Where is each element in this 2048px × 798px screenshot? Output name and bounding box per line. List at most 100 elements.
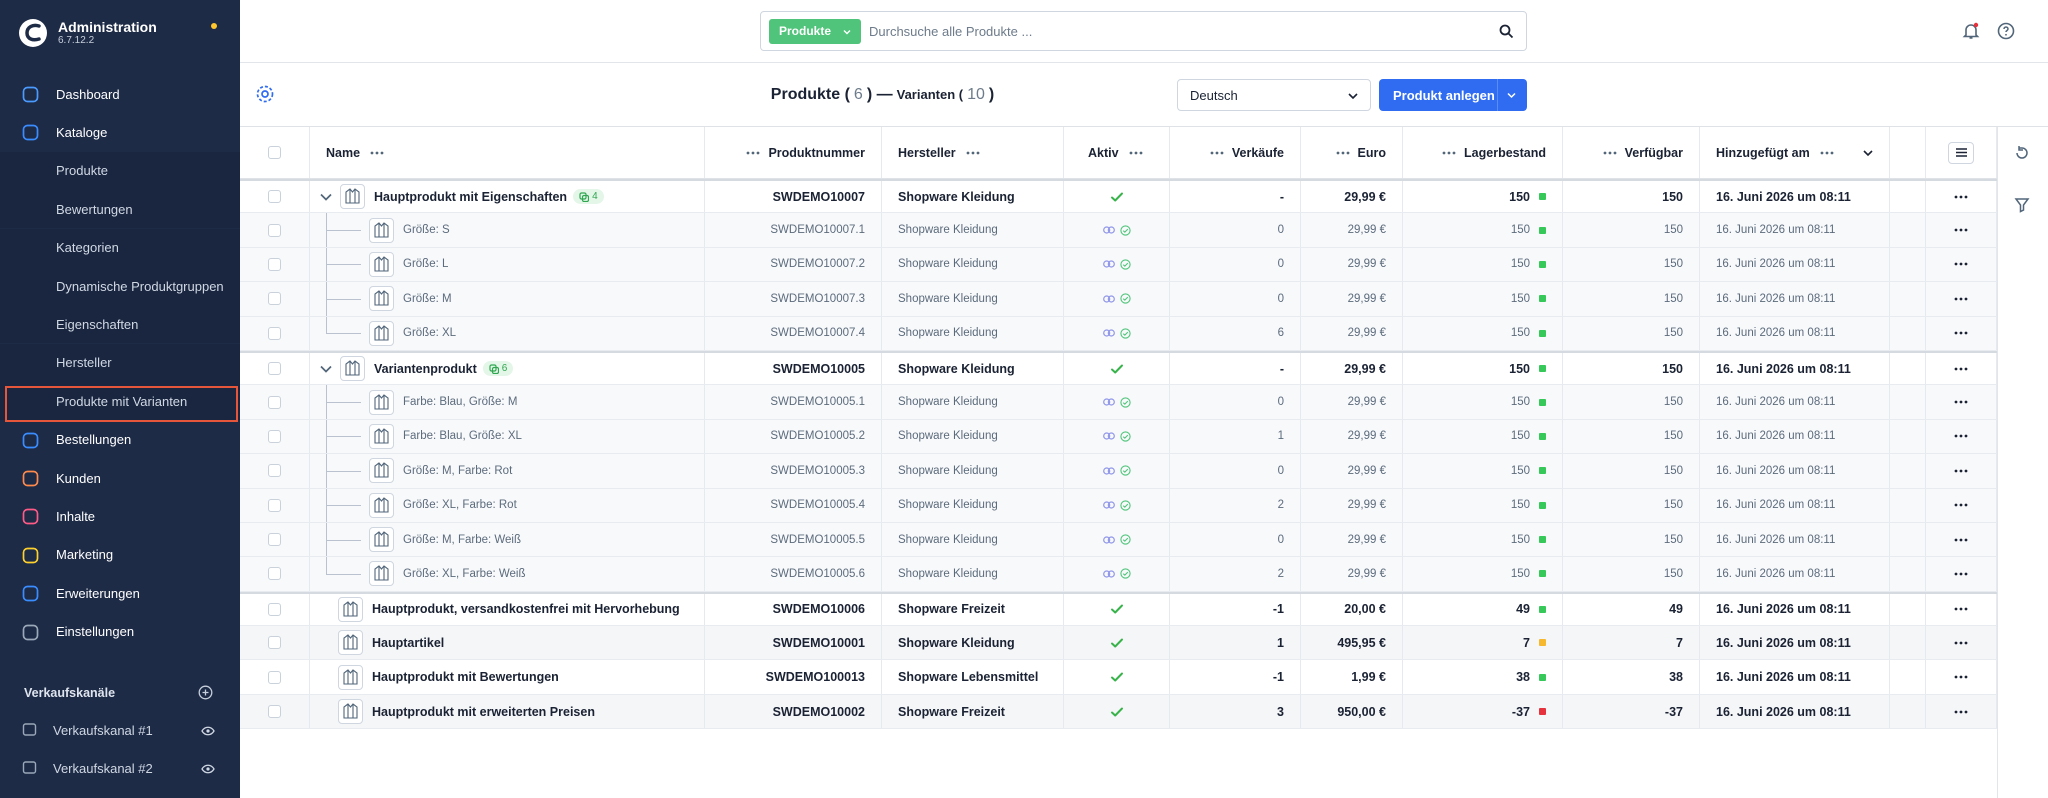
checkbox[interactable] bbox=[268, 464, 281, 478]
more-icon[interactable] bbox=[1820, 151, 1834, 155]
more-icon[interactable] bbox=[1954, 538, 1968, 542]
more-icon[interactable] bbox=[1954, 297, 1968, 301]
checkbox[interactable] bbox=[268, 670, 281, 684]
more-icon[interactable] bbox=[1954, 641, 1968, 645]
more-icon[interactable] bbox=[1129, 151, 1143, 155]
column-label: Name bbox=[326, 145, 361, 160]
checkbox[interactable] bbox=[268, 292, 281, 306]
more-icon[interactable] bbox=[1442, 151, 1456, 155]
cell: 29,99 € bbox=[1301, 181, 1403, 213]
more-icon[interactable] bbox=[370, 151, 384, 155]
nav-item[interactable]: Inhalte bbox=[0, 497, 240, 535]
nav-item[interactable]: Einstellungen bbox=[0, 613, 240, 651]
checkbox[interactable] bbox=[268, 602, 281, 616]
visibility-icon[interactable] bbox=[201, 762, 215, 777]
more-icon[interactable] bbox=[1210, 151, 1224, 155]
help-icon[interactable] bbox=[1997, 22, 2015, 40]
more-icon[interactable] bbox=[1954, 503, 1968, 507]
language-select[interactable]: Deutsch bbox=[1177, 79, 1371, 111]
active-icon bbox=[1110, 364, 1123, 374]
more-icon[interactable] bbox=[1954, 469, 1968, 473]
more-icon[interactable] bbox=[1954, 675, 1968, 679]
more-icon[interactable] bbox=[1954, 195, 1968, 199]
more-icon[interactable] bbox=[1954, 710, 1968, 714]
reset-icon[interactable] bbox=[2014, 145, 2030, 161]
header-cell[interactable]: Name bbox=[310, 127, 705, 178]
nav-subitem[interactable]: Hersteller bbox=[0, 343, 240, 382]
more-icon[interactable] bbox=[1954, 572, 1968, 576]
more-icon[interactable] bbox=[1603, 151, 1617, 155]
header-cell[interactable]: Verkäufe bbox=[1170, 127, 1301, 178]
more-icon[interactable] bbox=[1954, 228, 1968, 232]
nav-item[interactable]: Kataloge bbox=[0, 113, 240, 151]
header-cell[interactable]: Produktnummer bbox=[705, 127, 882, 178]
checkbox[interactable] bbox=[268, 636, 281, 650]
chevron[interactable] bbox=[1507, 92, 1516, 99]
nav-subitem[interactable]: Eigenschaften bbox=[0, 305, 240, 344]
checkbox[interactable] bbox=[268, 362, 281, 376]
more-icon[interactable] bbox=[1954, 400, 1968, 404]
checkbox[interactable] bbox=[268, 223, 281, 237]
nav-label: Bestellungen bbox=[56, 432, 132, 448]
nav-item[interactable]: Kunden bbox=[0, 459, 240, 497]
more-icon[interactable] bbox=[1954, 367, 1968, 371]
checkbox[interactable] bbox=[268, 257, 281, 271]
header-cell[interactable]: Lagerbestand bbox=[1403, 127, 1563, 178]
nav-subitem[interactable]: Bewertungen bbox=[0, 190, 240, 229]
nav-subitem[interactable]: Dynamische Produktgruppen bbox=[0, 267, 240, 305]
more-icon[interactable] bbox=[1336, 151, 1350, 155]
table-row: Hauptprodukt mit Eigenschaften 4 SWDEMO100… bbox=[240, 179, 1997, 214]
checkbox[interactable] bbox=[268, 567, 281, 581]
product-thumbnail bbox=[369, 217, 394, 243]
nav-subitem[interactable]: Produkte mit Varianten bbox=[0, 382, 240, 421]
more-icon[interactable] bbox=[966, 151, 980, 155]
nav-subitem[interactable]: Produkte bbox=[0, 151, 240, 190]
sales-channel[interactable]: Verkaufskanal #1 bbox=[0, 711, 240, 749]
checkbox[interactable] bbox=[268, 705, 281, 719]
active-cell bbox=[1064, 316, 1170, 350]
checkbox[interactable] bbox=[268, 190, 281, 204]
checkbox[interactable] bbox=[268, 533, 281, 547]
header-cell[interactable]: Verfügbar bbox=[1563, 127, 1700, 178]
cell bbox=[240, 385, 310, 419]
header-cell[interactable]: Aktiv bbox=[1064, 127, 1170, 178]
more-icon[interactable] bbox=[1954, 331, 1968, 335]
header-cell[interactable]: Hersteller bbox=[882, 127, 1064, 178]
checkbox[interactable] bbox=[268, 326, 281, 340]
more-icon[interactable] bbox=[1954, 434, 1968, 438]
nav-subitem[interactable]: Kategorien bbox=[0, 228, 240, 267]
checkbox[interactable] bbox=[268, 429, 281, 443]
add-icon[interactable] bbox=[198, 685, 213, 705]
create-product-button[interactable]: Produkt anlegen bbox=[1379, 79, 1527, 111]
checkbox[interactable] bbox=[268, 395, 281, 409]
search-icon[interactable] bbox=[1499, 24, 1514, 39]
expand-toggle[interactable] bbox=[320, 365, 332, 373]
nav-item[interactable]: Erweiterungen bbox=[0, 574, 240, 612]
header-cell[interactable]: Hinzugefügt am bbox=[1700, 127, 1890, 178]
product-name: Größe: S bbox=[403, 224, 450, 237]
cell: 29,99 € bbox=[1301, 454, 1403, 488]
search-filter[interactable]: Produkte bbox=[769, 19, 862, 44]
search-bar[interactable]: Produkte Durchsuche alle Produkte ... bbox=[760, 11, 1527, 51]
more-icon[interactable] bbox=[746, 151, 760, 155]
column-settings[interactable] bbox=[1948, 141, 1974, 164]
visibility-icon[interactable] bbox=[201, 724, 215, 739]
filter-icon[interactable] bbox=[2014, 197, 2030, 213]
table-row: Hauptartikel SWDEMO10001 Shopware Kleidung… bbox=[240, 626, 1997, 661]
sales-channel[interactable]: Verkaufskanal #2 bbox=[0, 749, 240, 787]
nav-item[interactable]: Bestellungen bbox=[0, 421, 240, 459]
settings-icon[interactable] bbox=[255, 84, 275, 104]
tree-line bbox=[326, 230, 361, 232]
checkbox[interactable] bbox=[268, 146, 281, 159]
header-cell[interactable]: Euro bbox=[1301, 127, 1403, 178]
checkbox[interactable] bbox=[268, 498, 281, 512]
cell: SWDEMO10007.2 bbox=[705, 247, 882, 282]
product-name: Größe: M bbox=[403, 292, 452, 305]
table-row: Hauptprodukt mit erweiterten Preisen SWDE… bbox=[240, 694, 1997, 730]
nav-item[interactable]: Marketing bbox=[0, 536, 240, 574]
more-icon[interactable] bbox=[1954, 262, 1968, 266]
more-icon[interactable] bbox=[1954, 607, 1968, 611]
expand-toggle[interactable] bbox=[320, 193, 332, 201]
notifications-icon[interactable] bbox=[1962, 22, 1980, 40]
nav-item[interactable]: Dashboard bbox=[0, 75, 240, 113]
